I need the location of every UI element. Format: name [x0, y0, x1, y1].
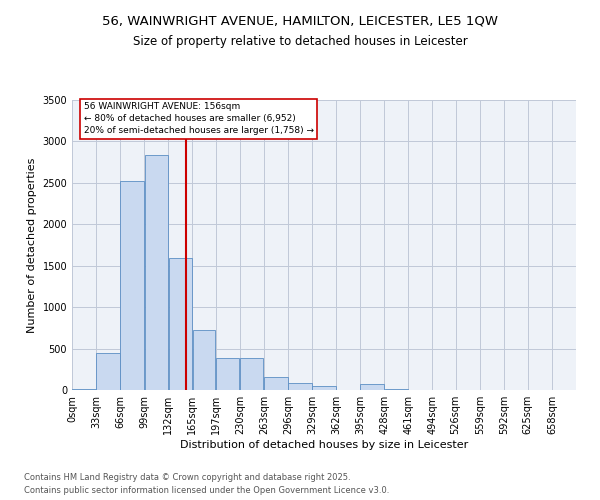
Bar [385, 389, 408, 390]
Bar [313, 386, 335, 390]
X-axis label: Distribution of detached houses by size in Leicester: Distribution of detached houses by size … [180, 440, 468, 450]
Text: Contains HM Land Registry data © Crown copyright and database right 2025.
Contai: Contains HM Land Registry data © Crown c… [24, 474, 389, 495]
Bar [145, 154, 168, 390]
Text: Size of property relative to detached houses in Leicester: Size of property relative to detached ho… [133, 35, 467, 48]
Bar [169, 258, 192, 390]
Bar [193, 330, 215, 390]
Bar [264, 377, 287, 390]
Y-axis label: Number of detached properties: Number of detached properties [27, 158, 37, 332]
Bar [73, 389, 96, 390]
Bar [288, 384, 311, 390]
Bar [361, 384, 384, 390]
Text: 56, WAINWRIGHT AVENUE, HAMILTON, LEICESTER, LE5 1QW: 56, WAINWRIGHT AVENUE, HAMILTON, LEICEST… [102, 15, 498, 28]
Bar [97, 352, 120, 390]
Bar [216, 358, 239, 390]
Text: 56 WAINWRIGHT AVENUE: 156sqm
← 80% of detached houses are smaller (6,952)
20% of: 56 WAINWRIGHT AVENUE: 156sqm ← 80% of de… [83, 102, 314, 135]
Bar [121, 181, 144, 390]
Bar [240, 358, 263, 390]
